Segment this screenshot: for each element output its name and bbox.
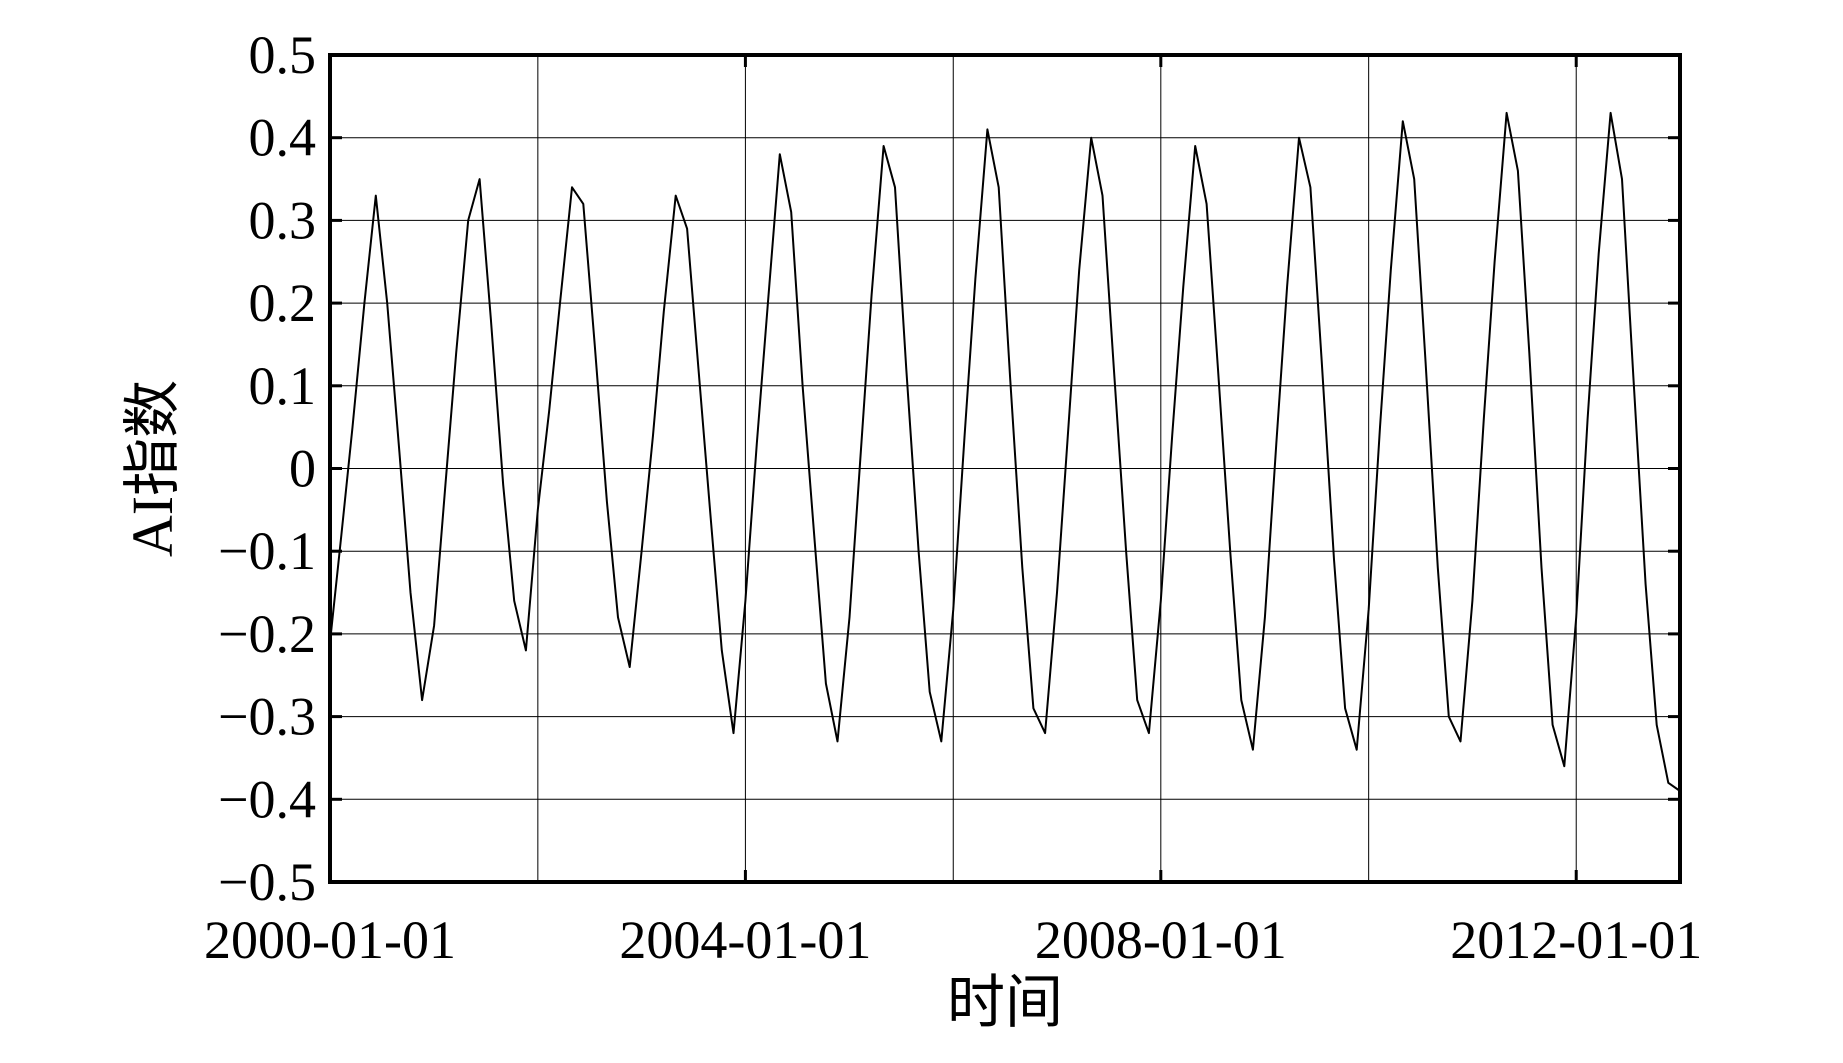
line-layer — [329, 111, 1681, 792]
y-tick-label: −0.5 — [218, 852, 316, 912]
y-tick-label: −0.4 — [218, 769, 316, 829]
x-tick-label: 2012-01-01 — [1450, 910, 1702, 970]
x-tick-label: 2000-01-01 — [204, 910, 456, 970]
y-tick-label: 0.1 — [249, 356, 317, 416]
x-tick-label: 2004-01-01 — [619, 910, 871, 970]
x-axis-title: 时间 — [947, 970, 1063, 1035]
x-tick-label: 2008-01-01 — [1035, 910, 1287, 970]
y-tick-label: 0.4 — [249, 108, 317, 168]
grid-layer — [329, 55, 1680, 882]
series-line — [329, 111, 1681, 792]
y-tick-label: −0.3 — [218, 687, 316, 747]
y-tick-label: 0.2 — [249, 273, 317, 333]
y-tick-label: 0.5 — [249, 25, 317, 85]
tick-layer — [328, 53, 1680, 884]
y-tick-label: 0.3 — [249, 190, 317, 250]
y-tick-label: −0.1 — [218, 521, 316, 581]
y-tick-label: 0 — [289, 439, 316, 499]
y-tick-label: −0.2 — [218, 604, 316, 664]
label-layer: 0.5 0.4 0.3 0.2 0.1 0 −0.1 −0.2 −0.3 −0.4 −0.52000… — [204, 25, 1702, 970]
y-axis-title: AI指数 — [120, 380, 185, 557]
